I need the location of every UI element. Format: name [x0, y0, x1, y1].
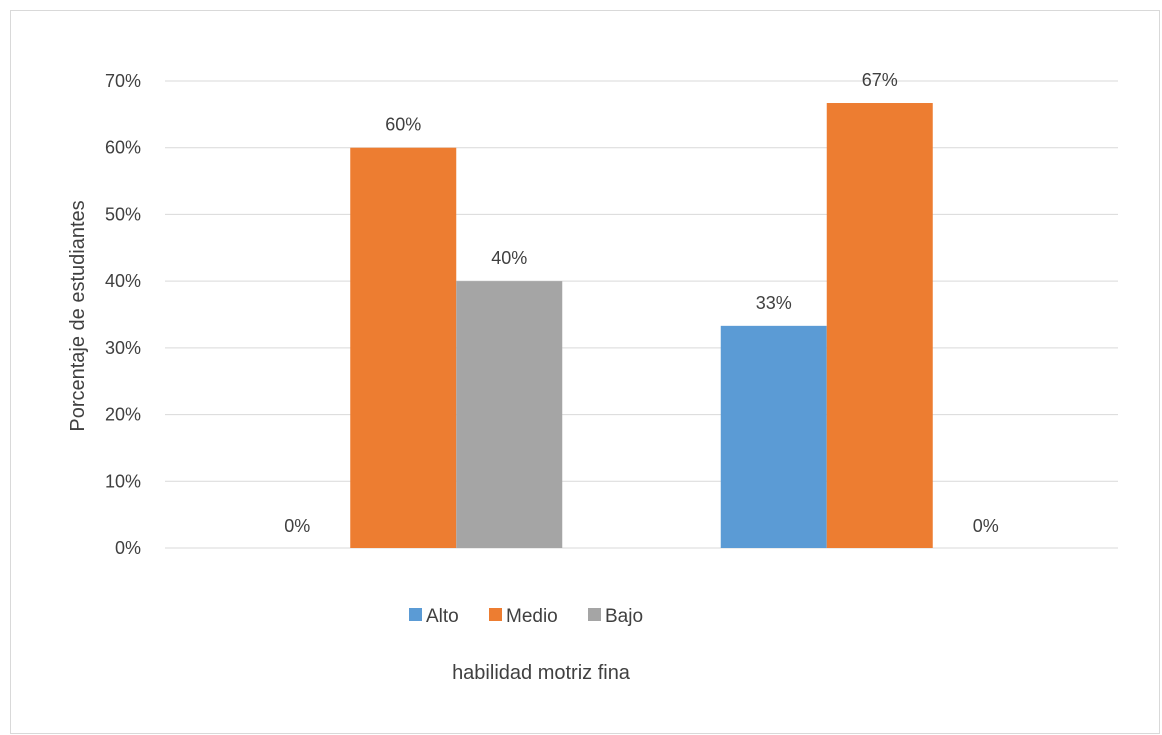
legend-swatch-medio: [489, 608, 502, 621]
y-tick-label: 0%: [115, 538, 141, 558]
bar-medio-1: [826, 103, 933, 548]
chart-frame: [10, 10, 1160, 734]
legend-label-bajo: Bajo: [605, 606, 643, 627]
data-label-alto-1: 33%: [756, 293, 792, 313]
legend-label-medio: Medio: [506, 606, 558, 627]
bar-alto-1: [720, 325, 827, 548]
bar-bajo-0: [456, 281, 563, 548]
y-tick-label: 30%: [105, 338, 141, 358]
legend: Alto Medio Bajo: [409, 606, 643, 627]
data-label-bajo-0: 40%: [491, 248, 527, 268]
legend-label-alto: Alto: [426, 606, 459, 627]
y-axis-title: Porcentaje de estudiantes: [67, 200, 89, 431]
data-label-medio-0: 60%: [385, 115, 421, 135]
y-tick-label: 60%: [105, 138, 141, 158]
legend-swatch-bajo: [588, 608, 601, 621]
y-tick-label: 70%: [105, 71, 141, 91]
data-label-bajo-1: 0%: [973, 516, 999, 536]
y-tick-label: 10%: [105, 471, 141, 491]
data-labels: 0% 60% 40% 33% 67% 0%: [284, 70, 999, 536]
x-axis-title: habilidad motriz fina: [452, 662, 631, 684]
bar-medio-0: [350, 147, 457, 548]
bars: [350, 103, 933, 548]
y-tick-label: 20%: [105, 405, 141, 425]
gridlines: [165, 80, 1118, 549]
legend-swatch-alto: [409, 608, 422, 621]
y-tick-label: 50%: [105, 204, 141, 224]
data-label-alto-0: 0%: [284, 516, 310, 536]
y-axis-ticks: 0% 10% 20% 30% 40% 50% 60% 70%: [105, 71, 141, 558]
y-tick-label: 40%: [105, 271, 141, 291]
data-label-medio-1: 67%: [862, 70, 898, 90]
